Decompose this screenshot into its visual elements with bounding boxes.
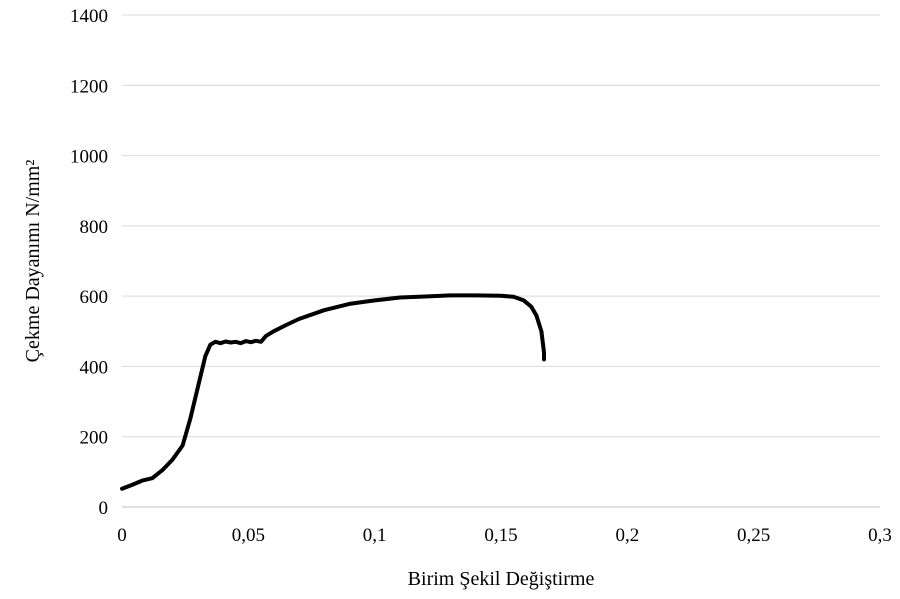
x-tick-label: 0,05: [232, 525, 265, 546]
x-tick-labels: 0 0,05 0,1 0,15 0,2 0,25 0,3: [117, 525, 892, 546]
series-line: [120, 293, 546, 491]
x-tick-label: 0,2: [615, 525, 639, 546]
y-tick-label: 0: [99, 498, 109, 519]
y-axis-title: Çekme Dayanımı N/mm²: [22, 160, 44, 363]
y-tick-label: 1200: [70, 76, 108, 97]
x-axis-title: Birim Şekil Değiştirme: [408, 568, 595, 590]
y-tick-label: 1000: [70, 147, 108, 168]
x-tick-label: 0: [117, 525, 127, 546]
x-tick-label: 0,3: [868, 525, 892, 546]
y-tick-label: 1400: [70, 6, 108, 27]
y-tick-label: 200: [80, 428, 109, 449]
y-tick-label: 800: [80, 217, 109, 238]
y-tick-label: 600: [80, 287, 109, 308]
x-tick-label: 0,1: [363, 525, 387, 546]
y-tick-labels: 0 200 400 600 800 1000 1200 1400: [70, 6, 108, 519]
y-tick-label: 400: [80, 357, 109, 378]
gridlines: [122, 14, 880, 438]
x-tick-label: 0,25: [737, 525, 770, 546]
x-tick-label: 0,15: [484, 525, 517, 546]
